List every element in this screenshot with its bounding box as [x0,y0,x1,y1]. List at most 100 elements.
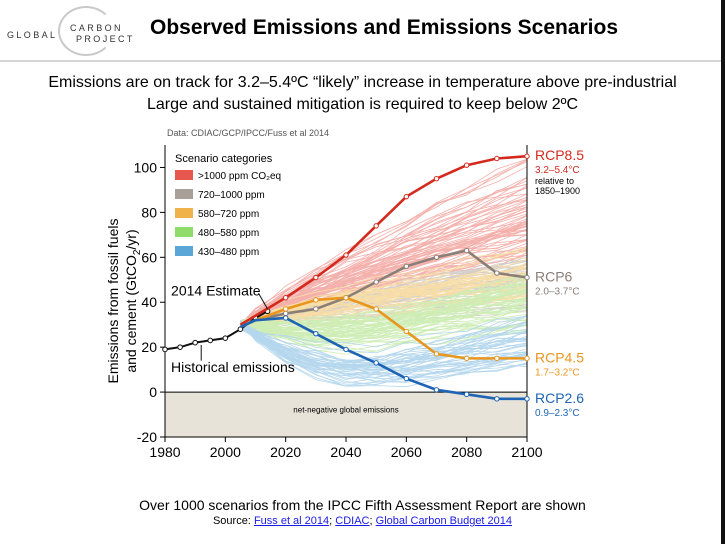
series-point [282,295,289,301]
relative-label-2: 1850–1900 [535,186,580,196]
series-point [313,297,319,303]
series-point [403,193,410,200]
series-point [403,328,410,335]
logo-circle-icon [58,6,114,56]
y-axis-label-group: Emissions from fossil fuels and cement (G… [105,219,143,384]
estimate-pointer [258,292,269,310]
logo-text-project: PROJECT [76,34,135,44]
series-range-label: 2.0–3.7°C [535,287,580,298]
series-label: RCP8.5 [535,147,584,163]
logo-text-carbon: CARBON [70,23,123,33]
legend-swatch [175,227,193,237]
scenario-line [240,290,528,333]
legend-label: 580–720 ppm [198,209,259,220]
series-point [373,279,379,285]
series-point [343,295,349,301]
legend-label: 720–1000 ppm [198,190,265,201]
series-label: RCP2.6 [535,390,584,406]
series-point [494,155,500,162]
series-range-label: 3.2–5.4°C [535,165,580,176]
series-point [433,351,440,357]
series-range-label: 1.7–3.2°C [535,367,580,378]
scenario-line [240,176,528,330]
x-tick-label: 2000 [210,444,241,460]
series-point [494,270,500,276]
series-point [343,346,349,353]
scenario-line [240,288,528,339]
scenario-line [240,159,528,325]
scenario-line [240,325,528,382]
historical-point [222,335,229,341]
scenario-line [240,199,528,326]
series-point [282,306,289,312]
x-tick-label: 2080 [451,444,482,460]
net-negative-region [165,392,527,437]
scenario-fan-group [240,158,528,388]
series-point [494,355,500,362]
header-divider [0,60,725,62]
series-point [433,387,440,393]
source-link-fuss[interactable]: Fuss et al 2014 [253,515,330,527]
legend-swatch [175,170,193,180]
data-note: Data: CDIAC/GCP/IPCC/Fuss et al 2014 [167,128,330,138]
series-point [403,375,410,382]
series-point [463,162,470,168]
scenario-line [240,159,528,328]
series-point [313,306,319,312]
source-link-gcb[interactable]: Global Carbon Budget 2014 [375,515,513,527]
series-point [433,175,440,182]
series-point [463,391,470,398]
scenario-line [240,327,528,386]
scenario-line [240,158,528,327]
logo-text-carbon-project: CARBON PROJECT [70,23,135,45]
series-label: RCP6 [535,269,573,285]
logo-text-global: GLOBAL [7,30,58,40]
scenario-line [240,316,528,348]
x-tick-label: 2100 [511,444,542,460]
series-point [373,223,379,229]
scenario-line [240,321,528,369]
window-edge [721,0,725,544]
historical-point [177,344,183,350]
scenario-line [240,277,528,328]
scenario-line [240,326,528,379]
y-tick-label: 100 [134,159,158,175]
series-point [463,355,470,362]
scenario-line [240,300,528,328]
subtitle-line-1: Emissions are on track for 3.2–5.4ºC “li… [48,74,677,91]
y-axis-label-line-2: and cement (GtCO2/yr) [123,229,143,372]
series-point [373,360,379,366]
source-prefix: Source: [212,515,251,527]
y-tick-label: 0 [149,384,157,400]
subtitle-line-2: Large and sustained mitigation is requir… [147,96,578,113]
series-point [524,153,530,159]
scenario-line [240,318,528,340]
x-tick-label: 1980 [149,444,180,460]
series-point [524,396,530,402]
footer-source: Source: Fuss et al 2014; CDIAC; Global C… [212,515,513,527]
y-axis-label-line-1: Emissions from fossil fuels [105,219,121,384]
series-point [282,310,289,317]
y-tick-label: 60 [141,249,157,265]
x-tick-label: 2020 [270,444,301,460]
historical-point [207,337,214,344]
series-range-label: 0.9–2.3°C [535,408,580,419]
estimate-annotation: 2014 Estimate [171,282,261,298]
source-link-cdiac[interactable]: CDIAC [335,515,370,527]
legend-swatch [175,246,193,256]
legend-label: >1000 ppm CO₂eq [198,171,281,182]
x-tick-label: 2040 [330,444,361,460]
scenario-line [240,311,528,329]
series-point [524,355,530,362]
net-negative-annotation: net-negative global emissions [293,405,398,414]
y-tick-label: 40 [141,294,157,310]
legend: Scenario categories >1000 ppm CO₂eq 720–10… [175,153,281,258]
series-point [282,315,289,321]
scenario-line [240,206,528,321]
series-point [313,330,319,337]
series-point [343,252,349,258]
y-tick-label: 80 [141,204,157,220]
relative-label-1: relative to [535,176,574,186]
series-point [463,247,470,254]
